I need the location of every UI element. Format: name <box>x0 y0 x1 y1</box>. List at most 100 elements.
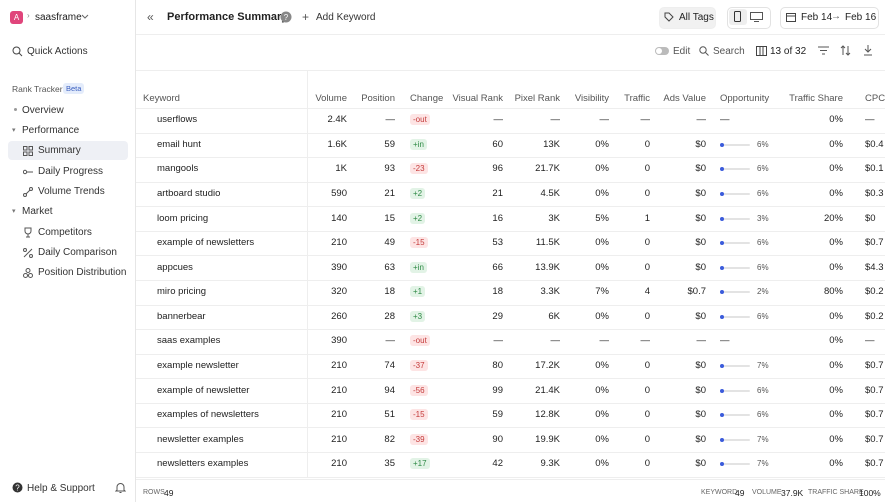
cell: $0 <box>695 237 706 249</box>
column-header[interactable]: Visual Rank <box>452 93 503 104</box>
column-header[interactable]: Volume <box>315 93 347 104</box>
column-header[interactable]: Pixel Rank <box>514 93 560 104</box>
footer-label: TRAFFIC SHARE <box>808 489 864 496</box>
column-header[interactable]: Traffic <box>624 93 650 104</box>
column-header[interactable]: Keyword <box>143 93 180 104</box>
tags[interactable]: All Tags <box>679 12 714 23</box>
column-header[interactable]: Opportunity <box>720 93 770 104</box>
sort-icon[interactable] <box>840 45 851 56</box>
cell: 390 <box>331 261 347 273</box>
row-divider <box>136 255 885 256</box>
opportunity-value: 6% <box>757 262 769 272</box>
nav-item[interactable]: Position Distribution <box>38 267 127 278</box>
keyword[interactable]: loom pricing <box>157 212 209 224</box>
cell: 210 <box>331 384 347 396</box>
nav-item[interactable]: Overview <box>22 105 64 116</box>
footer-value: 49 <box>735 488 745 498</box>
cell: 42 <box>492 458 503 470</box>
cell: 74 <box>384 359 395 371</box>
cell: 0% <box>829 409 843 421</box>
cell: 21 <box>384 187 395 199</box>
help-icon[interactable]: ? <box>280 11 292 23</box>
opportunity-dot <box>720 413 724 418</box>
keyword[interactable]: miro pricing <box>157 286 207 298</box>
nav-item[interactable]: Daily Comparison <box>38 247 117 258</box>
add-keyword[interactable]: Add Keyword <box>316 12 376 23</box>
keyword[interactable]: example of newsletters <box>157 237 255 249</box>
footer-value: 49 <box>164 488 174 498</box>
date-range[interactable] <box>780 7 879 29</box>
quick-actions[interactable]: Quick Actions <box>27 46 88 57</box>
opportunity-dot <box>720 142 724 147</box>
svg-text:?: ? <box>15 484 20 493</box>
nav-item[interactable]: Daily Progress <box>38 166 104 177</box>
footer-value: 37.9K <box>781 488 804 498</box>
date-to: Feb 16 <box>845 12 877 23</box>
column-header[interactable]: Change <box>410 93 444 104</box>
cell: 0% <box>829 261 843 273</box>
keyword[interactable]: example newsletter <box>157 359 239 371</box>
cell: $0 <box>695 212 706 224</box>
nav-group[interactable]: Performance <box>22 125 80 136</box>
footer-value: 100% <box>859 488 881 498</box>
opportunity-dot <box>720 265 724 270</box>
cell: 13.9K <box>535 261 560 273</box>
cell: 0% <box>829 138 843 150</box>
cell: — <box>493 335 504 347</box>
cell: 4 <box>644 286 650 298</box>
edit[interactable]: Edit <box>673 46 691 57</box>
download-icon[interactable] <box>863 45 873 56</box>
change-badge: +2 <box>410 212 426 224</box>
filter-icon[interactable] <box>818 46 829 55</box>
cell: — <box>385 335 396 347</box>
column-header[interactable]: Ads Value <box>663 93 706 104</box>
opportunity-track <box>720 242 750 245</box>
cell: 0 <box>644 433 650 445</box>
keyword[interactable]: appcues <box>157 261 193 273</box>
opportunity-value: 6% <box>757 238 769 248</box>
column-header[interactable]: Position <box>361 93 395 104</box>
cell: 0 <box>644 163 650 175</box>
tags-button[interactable] <box>659 7 716 29</box>
nav-item[interactable]: Summary <box>38 145 81 156</box>
bell-icon[interactable] <box>115 482 126 494</box>
cell: 93 <box>384 163 395 175</box>
cell: 18 <box>492 286 503 298</box>
keyword[interactable]: newsletter examples <box>157 433 244 445</box>
nav-item[interactable]: Competitors <box>38 227 92 238</box>
cell: 390 <box>331 335 347 347</box>
keyword[interactable]: newsletters examples <box>157 458 249 470</box>
date-from: Feb 14 <box>801 12 833 23</box>
keyword[interactable]: saas examples <box>157 335 221 347</box>
column-header[interactable]: CPC <box>865 93 885 104</box>
search[interactable]: Search <box>713 46 745 57</box>
keyword[interactable]: example of newsletter <box>157 384 250 396</box>
columns-count[interactable]: 13 of 32 <box>770 46 807 57</box>
cell: 0% <box>595 433 609 445</box>
cell: 21.7K <box>535 163 560 175</box>
keyword[interactable]: userflows <box>157 114 198 126</box>
change-badge: +3 <box>410 310 426 322</box>
cell: — <box>865 114 875 126</box>
help[interactable]: Help & Support <box>27 483 95 494</box>
cell: 2.4K <box>327 114 347 126</box>
row-divider <box>136 157 885 158</box>
toggle[interactable] <box>655 47 669 55</box>
workspace[interactable]: saasframe <box>35 12 82 23</box>
dot <box>14 108 17 111</box>
cell: 63 <box>384 261 395 273</box>
nav-group[interactable]: Market <box>22 206 53 217</box>
cell: 0% <box>595 237 609 249</box>
keyword[interactable]: artboard studio <box>157 187 221 199</box>
column-header[interactable]: Visibility <box>574 93 609 104</box>
keyword[interactable]: examples of newsletters <box>157 409 259 421</box>
cell: $0.7 <box>865 433 884 445</box>
keyword[interactable]: bannerbear <box>157 310 206 322</box>
opportunity-value: 6% <box>757 164 769 174</box>
collapse[interactable]: « <box>147 10 154 24</box>
nav-item[interactable]: Volume Trends <box>38 186 105 197</box>
column-header[interactable]: Traffic Share <box>789 93 843 104</box>
keyword[interactable]: email hunt <box>157 138 201 150</box>
opportunity-track <box>720 266 750 269</box>
keyword[interactable]: mangools <box>157 163 199 175</box>
